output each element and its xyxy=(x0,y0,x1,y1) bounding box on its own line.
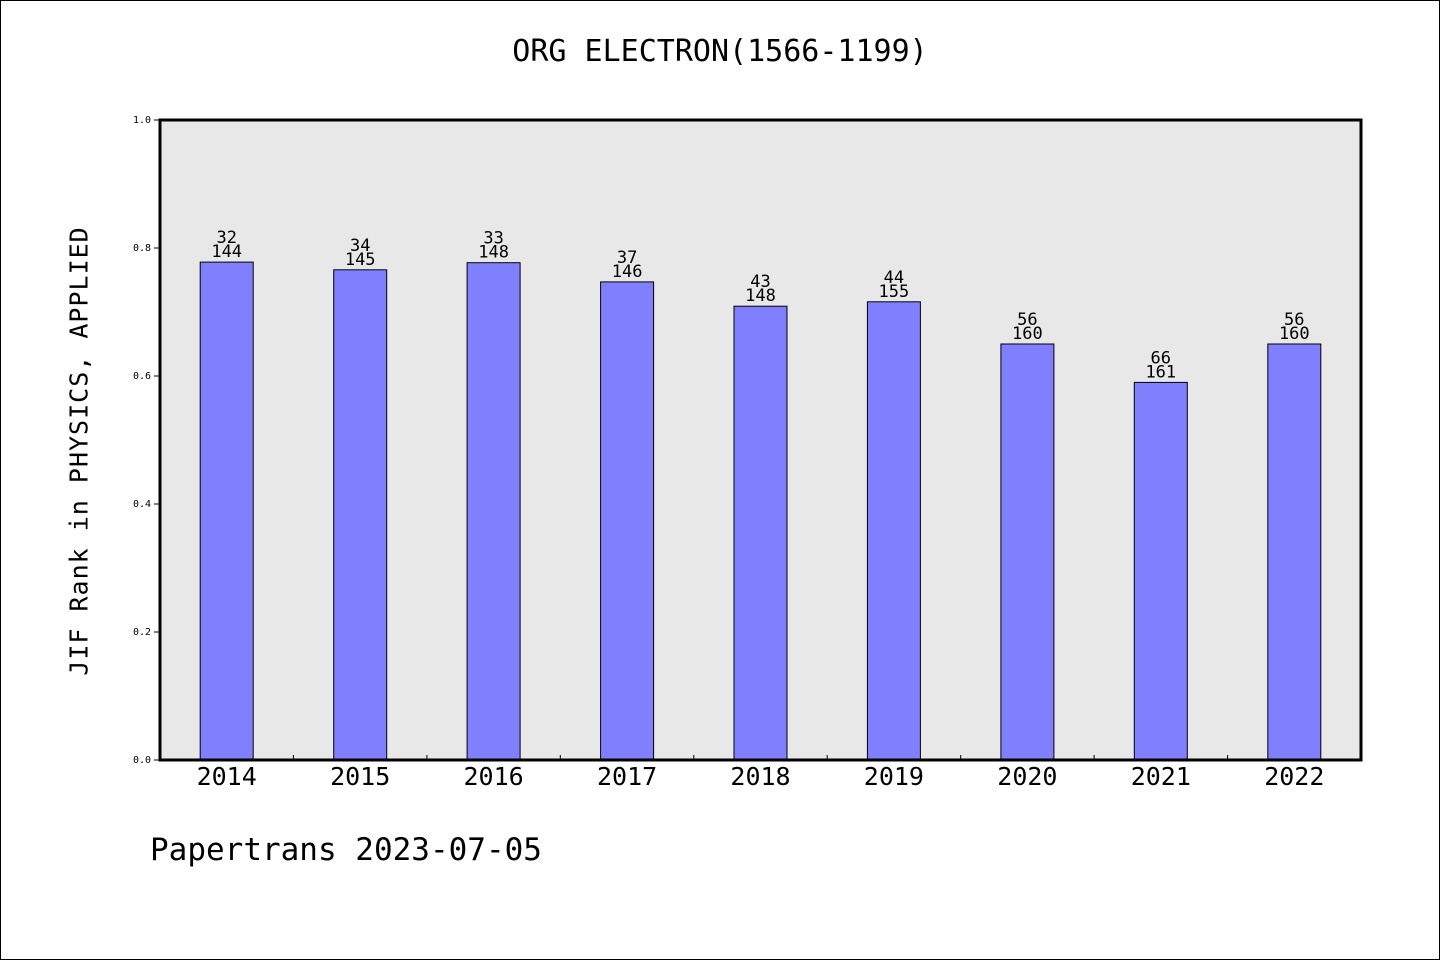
bar-2016 xyxy=(466,262,521,761)
bar-label-total-2022: 160 xyxy=(1279,324,1310,344)
bar-label-total-2014: 144 xyxy=(211,242,242,262)
bar-2021 xyxy=(1133,381,1188,761)
x-tick-label-2020: 2020 xyxy=(997,762,1057,791)
bar-label-rank-2014: 32 xyxy=(216,228,236,248)
bar-2018 xyxy=(733,305,788,761)
y-tick-label-0.4: 0.4 xyxy=(133,499,151,510)
bar-label-rank-2020: 56 xyxy=(1017,310,1037,330)
bar-2019 xyxy=(866,301,921,761)
bar-label-total-2021: 161 xyxy=(1145,362,1176,382)
y-tick-label-1.0: 1.0 xyxy=(133,115,151,126)
bar-2022 xyxy=(1267,343,1322,761)
bar-label-total-2016: 148 xyxy=(478,243,509,263)
bar-label-rank-2018: 43 xyxy=(750,272,770,292)
bar-label-total-2020: 160 xyxy=(1012,324,1043,344)
y-tick-label-0.2: 0.2 xyxy=(133,627,151,638)
bar-2015 xyxy=(333,269,388,761)
x-tick-label-2022: 2022 xyxy=(1264,762,1324,791)
bar-2014 xyxy=(199,261,254,761)
footer-text: Papertrans 2023-07-05 xyxy=(150,832,542,868)
x-tick-label-2017: 2017 xyxy=(597,762,657,791)
chart-title: ORG ELECTRON(1566-1199) xyxy=(512,34,928,69)
x-tick-label-2014: 2014 xyxy=(197,762,257,791)
axis-ticks: 2014 2015 2016 2017 2018 2019 2020 2021 2022 0.0 0… xyxy=(133,115,1324,791)
y-tick-label-0.8: 0.8 xyxy=(133,243,151,254)
bar-label-total-2019: 155 xyxy=(879,282,910,302)
x-tick-label-2016: 2016 xyxy=(463,762,523,791)
bar-label-rank-2021: 66 xyxy=(1151,348,1171,368)
x-tick-label-2019: 2019 xyxy=(864,762,924,791)
bar-label-total-2017: 146 xyxy=(612,262,643,282)
x-tick-label-2015: 2015 xyxy=(330,762,390,791)
bar-label-rank-2015: 34 xyxy=(350,236,370,256)
bar-label-rank-2022: 56 xyxy=(1284,310,1304,330)
x-tick-label-2018: 2018 xyxy=(730,762,790,791)
bar-label-total-2015: 145 xyxy=(345,250,376,270)
bar-2020 xyxy=(1000,343,1055,761)
bar-label-total-2018: 148 xyxy=(745,286,776,306)
bar-label-rank-2017: 37 xyxy=(617,248,637,268)
y-tick-label-0.0: 0.0 xyxy=(133,755,151,766)
bar-label-rank-2016: 33 xyxy=(483,229,503,249)
plot-border xyxy=(158,118,1363,762)
bar-label-rank-2019: 44 xyxy=(884,268,904,288)
bar-2017 xyxy=(600,281,655,761)
x-tick-label-2021: 2021 xyxy=(1131,762,1191,791)
y-tick-label-0.6: 0.6 xyxy=(133,371,151,382)
